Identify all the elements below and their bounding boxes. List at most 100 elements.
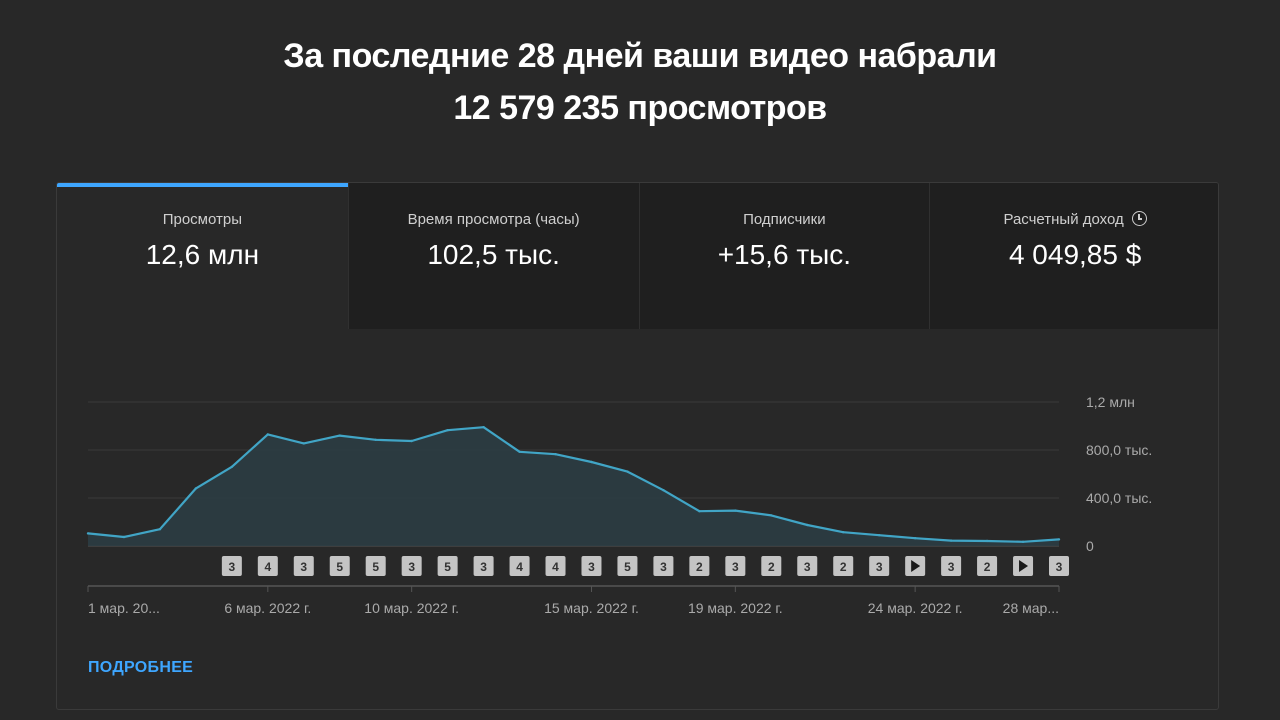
tab-subscribers[interactable]: Подписчики +15,6 тыс.: [638, 183, 930, 329]
upload-marker-count: 5: [372, 560, 379, 574]
more-link[interactable]: ПОДРОБНЕЕ: [88, 659, 194, 676]
data-point: [122, 535, 126, 539]
data-point: [158, 528, 162, 531]
data-point: [662, 489, 665, 492]
upload-marker-count: 3: [732, 560, 739, 574]
data-point: [698, 510, 701, 513]
data-point: [554, 453, 557, 456]
tab-watch-time-label: Время просмотра (часы): [407, 211, 580, 228]
y-tick-label: 1,2 млн: [1086, 394, 1135, 410]
upload-marker: [257, 556, 278, 576]
data-point: [806, 523, 809, 527]
data-point: [410, 439, 413, 443]
upload-marker: [653, 556, 674, 576]
x-tick-label: 24 мар. 2022 г.: [868, 600, 963, 616]
tab-views[interactable]: Просмотры 12,6 млн: [57, 183, 348, 329]
x-tick-label: 15 мар. 2022 г.: [544, 600, 639, 616]
data-point: [482, 426, 485, 429]
upload-marker-count: 5: [444, 560, 451, 574]
y-tick-label: 0: [1086, 538, 1094, 554]
y-tick-label: 400,0 тыс.: [1086, 490, 1152, 506]
data-point: [302, 442, 305, 445]
tab-views-label: Просмотры: [162, 211, 243, 228]
upload-marker-count: 2: [768, 560, 775, 574]
tab-views-value: 12,6 млн: [145, 239, 260, 270]
upload-marker-count: 3: [948, 560, 955, 574]
upload-marker: [437, 556, 458, 576]
upload-marker: [725, 556, 746, 576]
upload-marker-count: 3: [300, 560, 307, 574]
data-point: [1057, 538, 1061, 541]
upload-marker-count: 5: [336, 560, 343, 574]
series-line: [87, 426, 1060, 543]
upload-marker: [545, 556, 566, 576]
data-point: [338, 434, 341, 437]
upload-marker-count: 2: [984, 560, 991, 574]
upload-marker: [869, 556, 890, 576]
data-point: [949, 539, 953, 542]
upload-marker: [221, 556, 242, 576]
upload-marker-count: 3: [1056, 560, 1063, 574]
tab-subscribers-label: Подписчики: [743, 211, 826, 228]
tab-subscribers-value: +15,6 тыс.: [717, 239, 852, 270]
upload-marker: [617, 556, 638, 576]
upload-marker-count: 4: [264, 560, 271, 574]
series-area: [88, 427, 1059, 546]
data-point: [1021, 540, 1025, 543]
data-point: [230, 465, 234, 468]
upload-marker: [833, 556, 854, 576]
data-point: [266, 433, 270, 436]
data-point: [913, 537, 917, 540]
upload-marker-count: 4: [552, 560, 559, 574]
upload-marker: [689, 556, 710, 576]
tab-watch-time-value: 102,5 тыс.: [427, 239, 560, 270]
data-point: [770, 514, 773, 517]
upload-marker: [761, 556, 782, 576]
data-point: [877, 534, 881, 537]
upload-marker: [401, 556, 422, 576]
tab-watch-time[interactable]: Время просмотра (часы) 102,5 тыс.: [347, 183, 639, 329]
data-point: [374, 438, 377, 441]
upload-marker: [473, 556, 494, 576]
data-point: [985, 539, 989, 543]
tab-revenue-value: 4 049,85 $: [1008, 239, 1142, 270]
upload-marker-count: 3: [804, 560, 811, 574]
upload-marker: [293, 556, 314, 576]
x-tick-label: 19 мар. 2022 г.: [688, 600, 783, 616]
upload-marker-count: 2: [840, 560, 847, 574]
upload-marker: [941, 556, 962, 576]
data-point: [446, 429, 449, 432]
clock-icon: [1131, 211, 1147, 226]
page-title: За последние 28 дней ваши видео набрали …: [0, 30, 1280, 134]
upload-marker: [1049, 556, 1069, 576]
upload-marker: [581, 556, 602, 576]
play-icon: [1019, 560, 1029, 572]
tab-revenue[interactable]: Расчетный доход 4 049,85 $: [929, 183, 1218, 329]
upload-marker-count: 3: [229, 560, 236, 574]
upload-marker-count: 3: [876, 560, 883, 574]
upload-marker: [365, 556, 386, 576]
y-tick-label: 800,0 тыс.: [1086, 442, 1152, 458]
data-point: [626, 470, 629, 473]
x-tick-label: 28 мар...: [1003, 600, 1059, 616]
data-point: [590, 460, 593, 464]
x-tick-label: 10 мар. 2022 г.: [364, 600, 459, 616]
upload-marker: [977, 556, 998, 576]
x-tick-label: 1 мар. 20...: [88, 600, 160, 616]
tab-revenue-label: Расчетный доход: [1003, 211, 1124, 228]
data-point: [518, 450, 521, 453]
play-icon: [911, 560, 921, 572]
data-point: [734, 509, 737, 512]
upload-marker-count: 4: [516, 560, 523, 574]
title-line-1: За последние 28 дней ваши видео набрали: [283, 37, 997, 75]
upload-marker-count: 3: [660, 560, 667, 574]
analytics-card: Просмотры 12,6 млн Время просмотра (часы…: [56, 182, 1219, 710]
upload-marker: [329, 556, 350, 576]
data-point: [194, 487, 198, 490]
upload-marker-count: 3: [588, 560, 595, 574]
upload-marker: [509, 556, 530, 576]
x-tick-label: 6 мар. 2022 г.: [224, 600, 311, 616]
upload-marker-count: 3: [480, 560, 487, 574]
upload-marker-count: 2: [696, 560, 703, 574]
upload-marker: [797, 556, 818, 576]
